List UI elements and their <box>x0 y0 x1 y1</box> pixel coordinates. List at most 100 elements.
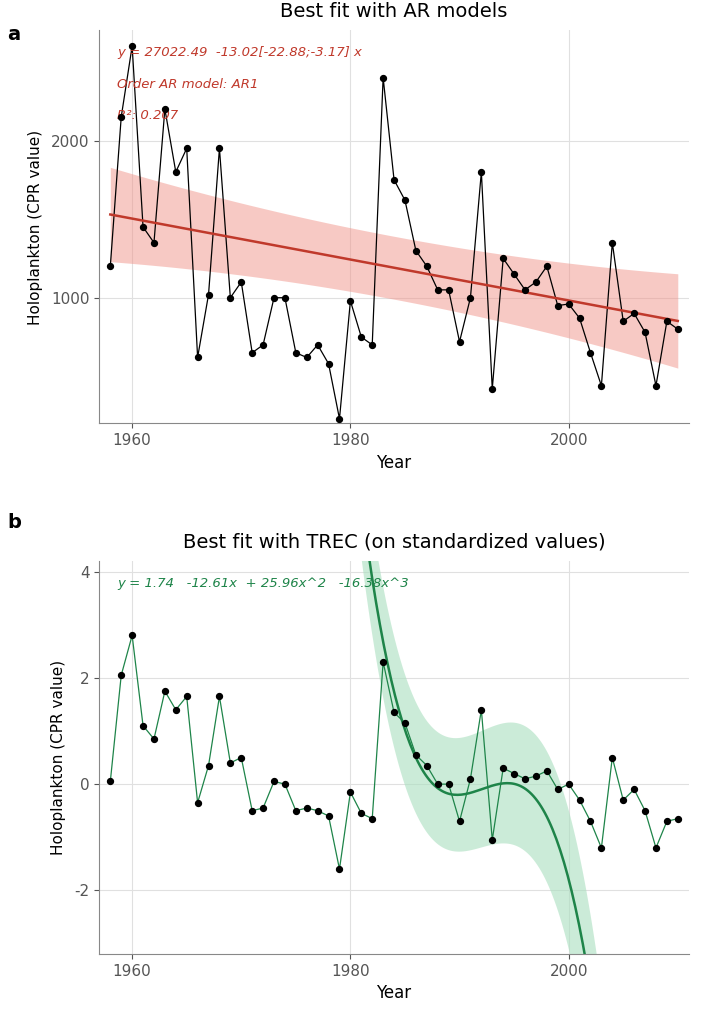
Point <box>345 784 356 800</box>
Point <box>410 747 422 763</box>
Point <box>301 800 312 816</box>
Point <box>214 688 225 704</box>
Text: b: b <box>7 513 21 532</box>
Point <box>345 292 356 309</box>
Point <box>640 324 651 340</box>
X-axis label: Year: Year <box>376 454 412 472</box>
Point <box>104 258 116 274</box>
Point <box>388 704 400 721</box>
Point <box>628 306 640 322</box>
Point <box>116 109 127 125</box>
Point <box>246 803 258 819</box>
Point <box>585 345 596 361</box>
Point <box>312 337 323 353</box>
Point <box>574 310 585 326</box>
Point <box>203 757 214 773</box>
Point <box>410 243 422 259</box>
Point <box>465 289 476 306</box>
Point <box>628 782 640 798</box>
Point <box>530 274 542 290</box>
Point <box>170 701 182 718</box>
Point <box>268 773 280 790</box>
Point <box>170 163 182 180</box>
Point <box>585 813 596 829</box>
Point <box>606 234 618 251</box>
Point <box>552 782 564 798</box>
Point <box>366 337 378 353</box>
Point <box>159 100 170 117</box>
X-axis label: Year: Year <box>376 985 412 1003</box>
Point <box>334 411 345 427</box>
Point <box>541 762 552 779</box>
Point <box>486 381 498 397</box>
Point <box>552 297 564 314</box>
Point <box>366 811 378 827</box>
Point <box>498 251 509 267</box>
Point <box>192 349 203 365</box>
Point <box>574 792 585 808</box>
Point <box>508 266 520 282</box>
Point <box>519 282 530 298</box>
Point <box>443 776 454 793</box>
Point <box>181 140 192 156</box>
Point <box>476 163 487 180</box>
Point <box>672 811 684 827</box>
Point <box>618 314 629 330</box>
Point <box>672 321 684 337</box>
Point <box>224 289 236 306</box>
Point <box>290 345 302 361</box>
Text: y = 27022.49  -13.02[-22.88;-3.17] x: y = 27022.49 -13.02[-22.88;-3.17] x <box>117 46 362 59</box>
Point <box>214 140 225 156</box>
Point <box>279 289 290 306</box>
Point <box>388 172 400 188</box>
Point <box>334 861 345 877</box>
Y-axis label: Holoplankton (CPR value): Holoplankton (CPR value) <box>28 129 43 325</box>
Y-axis label: Holoplankton (CPR value): Holoplankton (CPR value) <box>51 660 66 856</box>
Point <box>236 274 247 290</box>
Text: a: a <box>7 25 20 45</box>
Point <box>421 757 432 773</box>
Point <box>596 378 607 394</box>
Point <box>312 803 323 819</box>
Point <box>443 282 454 298</box>
Point <box>399 192 410 208</box>
Point <box>181 688 192 704</box>
Point <box>356 329 367 345</box>
Point <box>126 627 138 644</box>
Point <box>148 731 160 747</box>
Point <box>258 337 269 353</box>
Point <box>454 813 465 829</box>
Point <box>104 773 116 790</box>
Point <box>258 800 269 816</box>
Text: R²: 0.207: R²: 0.207 <box>117 109 178 122</box>
Point <box>640 803 651 819</box>
Point <box>126 38 138 54</box>
Point <box>650 378 662 394</box>
Text: y = 1.74   -12.61x  + 25.96x^2   -16.38x^3: y = 1.74 -12.61x + 25.96x^2 -16.38x^3 <box>117 577 409 590</box>
Point <box>432 776 443 793</box>
Point <box>618 792 629 808</box>
Point <box>486 831 498 848</box>
Point <box>224 755 236 771</box>
Point <box>519 770 530 787</box>
Point <box>541 258 552 274</box>
Point <box>563 776 574 793</box>
Point <box>246 345 258 361</box>
Point <box>148 234 160 251</box>
Point <box>268 289 280 306</box>
Point <box>137 718 148 734</box>
Point <box>116 667 127 683</box>
Point <box>236 749 247 765</box>
Point <box>399 715 410 731</box>
Point <box>650 839 662 856</box>
Point <box>323 355 334 371</box>
Point <box>596 839 607 856</box>
Point <box>465 770 476 787</box>
Point <box>137 219 148 235</box>
Point <box>661 314 672 330</box>
Point <box>356 805 367 821</box>
Title: Best fit with TREC (on standardized values): Best fit with TREC (on standardized valu… <box>182 532 606 551</box>
Point <box>498 760 509 776</box>
Point <box>606 749 618 765</box>
Point <box>530 768 542 785</box>
